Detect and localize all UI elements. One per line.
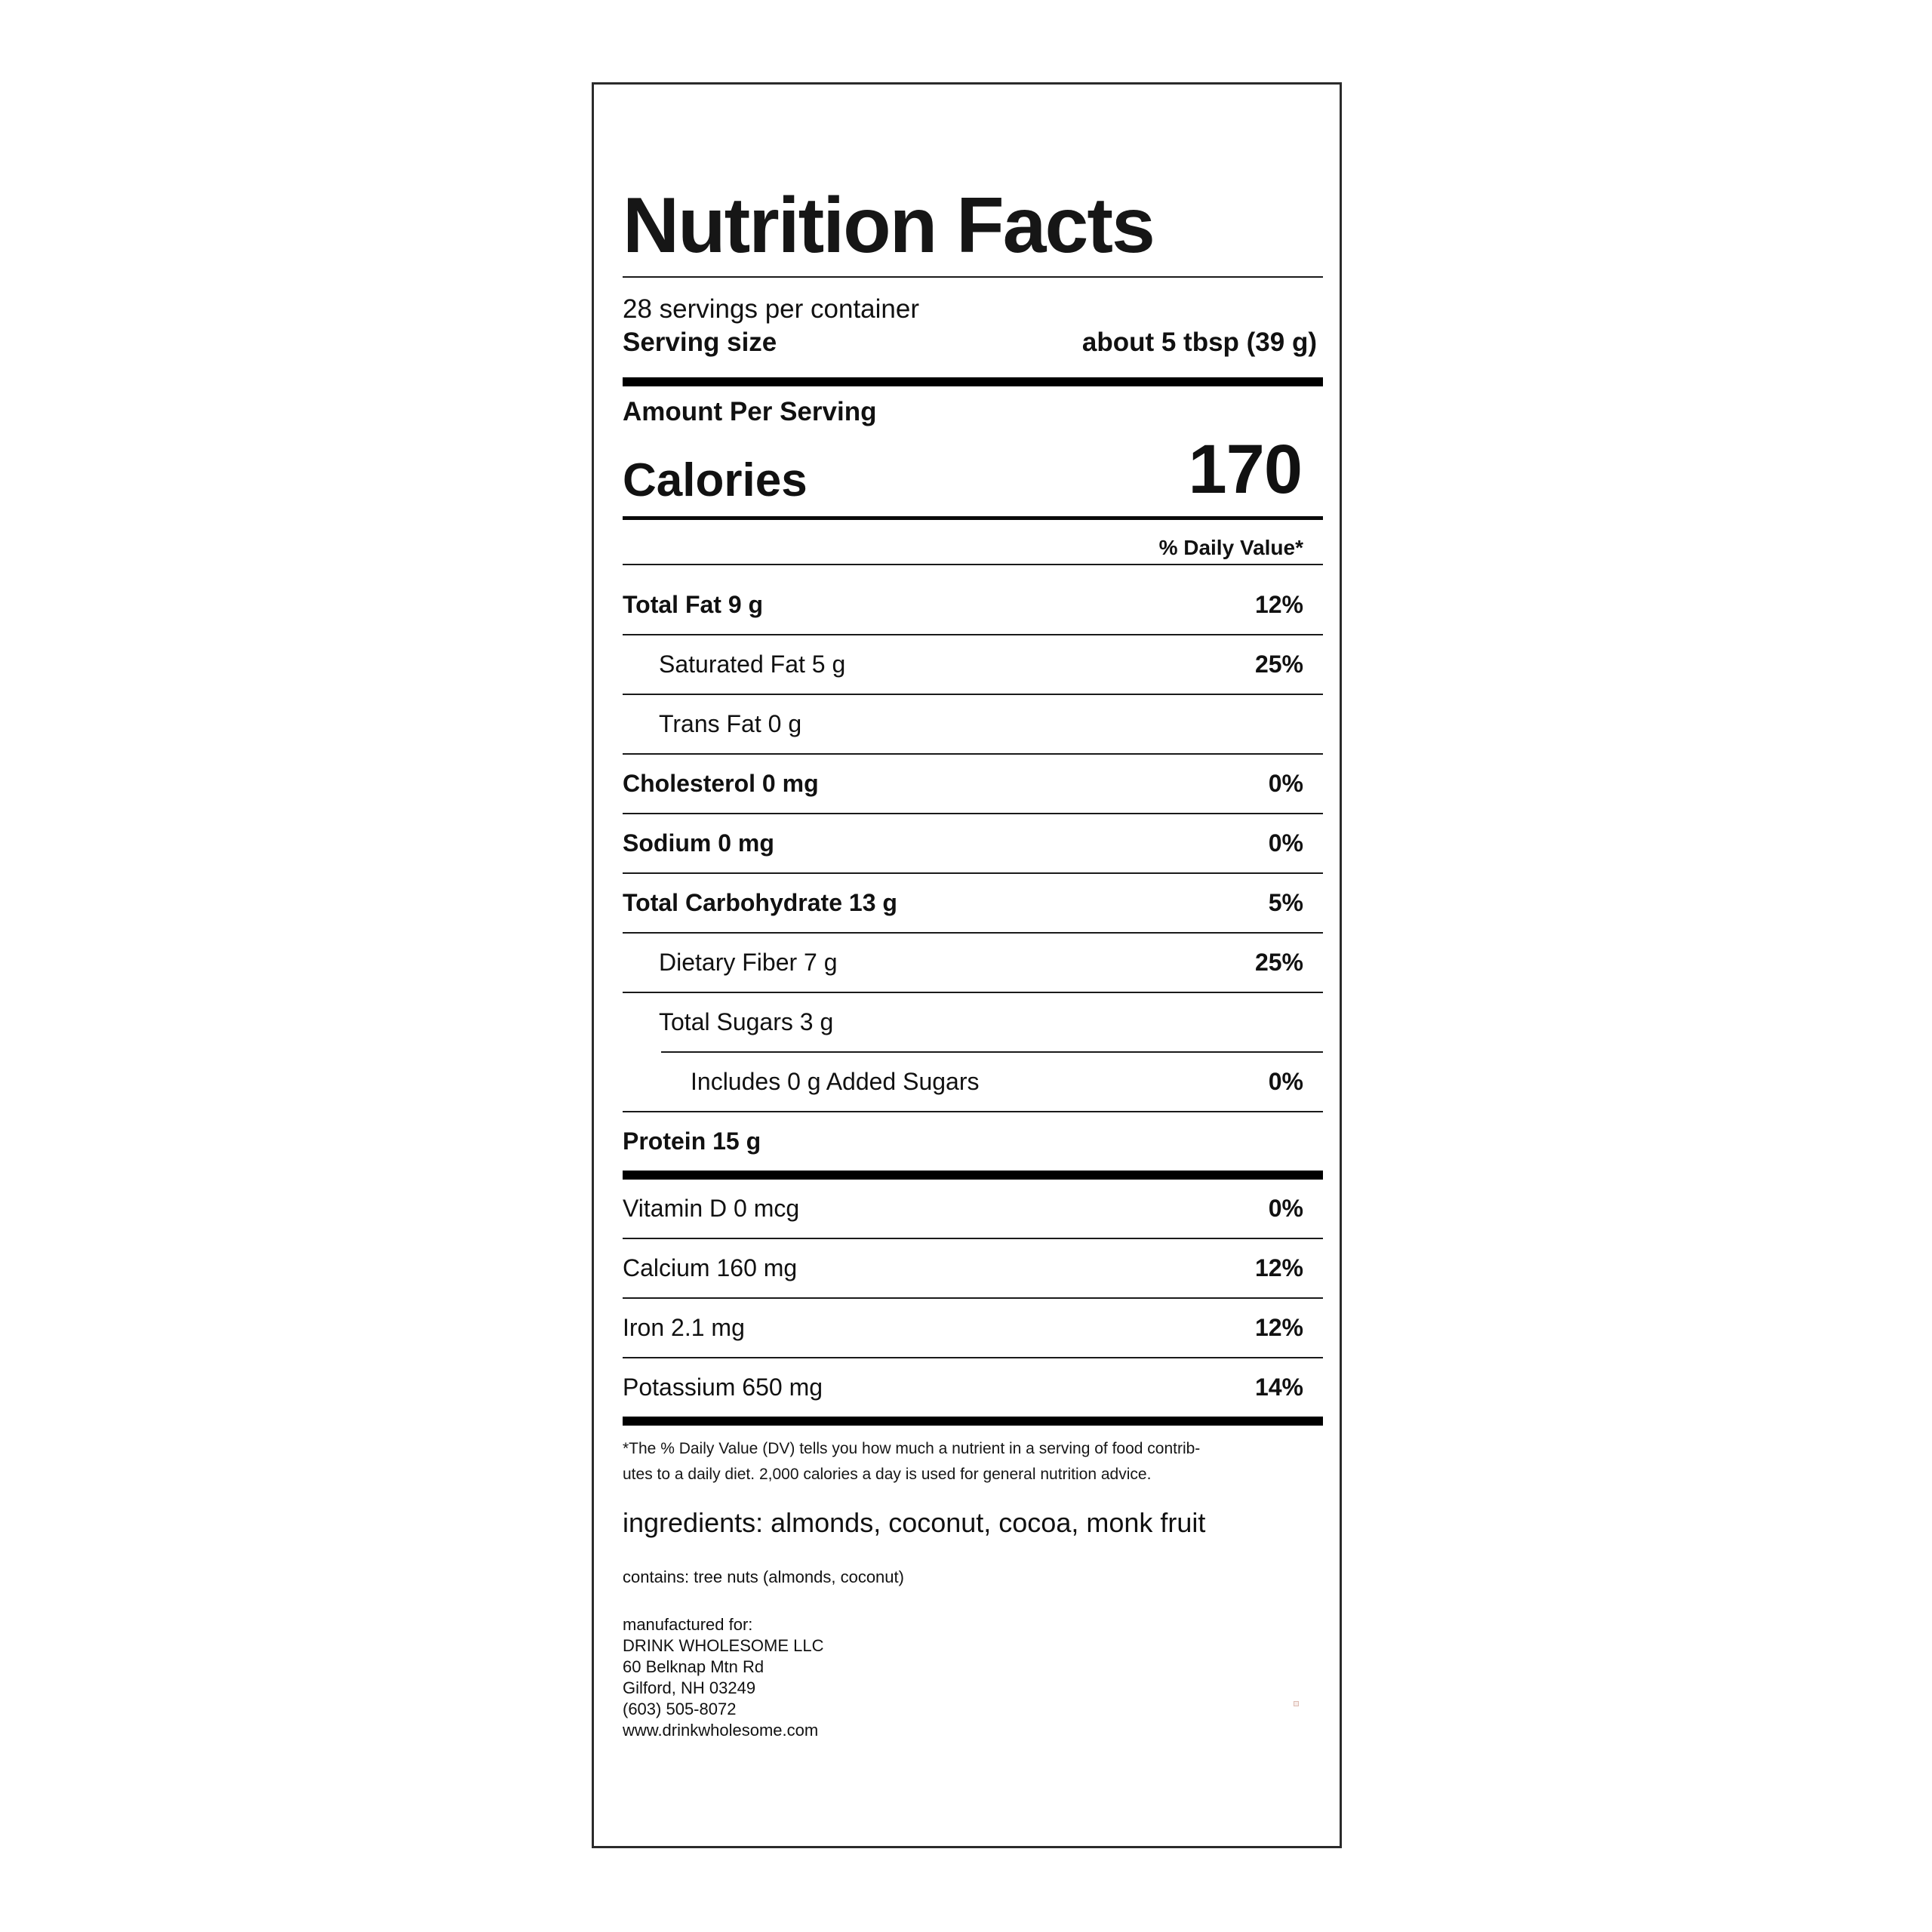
mineral-dv: 12% [1254,1254,1303,1281]
nutrient-name: Includes 0 g Added Sugars [691,1068,980,1095]
mineral-name: Iron 2.1 mg [623,1314,745,1341]
divider [623,753,1323,755]
nutrient-name: Saturated Fat 5 g [659,651,846,678]
divider [623,1297,1323,1299]
serving-size-label: Serving size [623,328,777,357]
calories-row: Calories 170 [623,435,1323,504]
nutrient-dv: 0% [1268,829,1303,857]
nutrient-dv: 25% [1254,651,1303,678]
nutrient-name: Total Carbohydrate 13 g [623,889,897,916]
thick-bar-bottom [623,1417,1323,1426]
mineral-dv: 14% [1254,1374,1303,1401]
thick-bar-middle [623,1171,1323,1180]
mineral-row: Potassium 650 mg 14% [623,1358,1323,1417]
thick-bar-top [623,377,1323,386]
mineral-name: Calcium 160 mg [623,1254,798,1281]
divider [623,932,1323,934]
calories-label: Calories [623,454,808,506]
nutrient-name: Trans Fat 0 g [659,710,802,737]
manufactured-for-line: manufactured for: [623,1615,753,1634]
title-divider [623,276,1323,278]
nutrient-name: Sodium 0 mg [623,829,774,857]
manufacturer-block: manufactured for: DRINK WHOLESOME LLC 60… [623,1614,1323,1741]
divider [623,1111,1323,1112]
amount-per-serving: Amount Per Serving [623,397,877,426]
nutrient-row: Cholesterol 0 mg 0% [623,755,1323,813]
label-title: Nutrition Facts [623,182,1155,269]
contains-text: contains: tree nuts (almonds, coconut) [623,1567,904,1586]
nutrient-row: Dietary Fiber 7 g 25% [623,934,1323,992]
ingredients-text: ingredients: almonds, coconut, cocoa, mo… [623,1507,1206,1538]
nutrient-row: Protein 15 g [623,1112,1323,1171]
divider [623,694,1323,695]
nutrient-dv: 0% [1268,770,1303,797]
nutrient-row: Sodium 0 mg 0% [623,814,1323,872]
divider [623,1357,1323,1358]
mineral-row: Calcium 160 mg 12% [623,1239,1323,1297]
serving-size-row: Serving size about 5 tbsp (39 g) [623,326,1323,359]
mineral-name: Potassium 650 mg [623,1374,823,1401]
manufacturer-website: www.drinkwholesome.com [623,1721,819,1740]
manufacturer-city: Gilford, NH 03249 [623,1678,756,1697]
calories-value: 170 [1188,431,1303,508]
mineral-row: Iron 2.1 mg 12% [623,1299,1323,1357]
daily-value-footnote: *The % Daily Value (DV) tells you how mu… [623,1436,1323,1487]
footnote-line: *The % Daily Value (DV) tells you how mu… [623,1440,1201,1457]
nutrient-row: Total Carbohydrate 13 g 5% [623,874,1323,932]
divider [623,872,1323,874]
mineral-name: Vitamin D 0 mcg [623,1195,800,1222]
divider [623,564,1323,565]
mineral-dv: 0% [1268,1195,1303,1222]
nutrient-dv: 0% [1268,1068,1303,1095]
nutrient-row: Trans Fat 0 g [623,695,1323,753]
divider [623,1238,1323,1239]
footnote-line: utes to a daily diet. 2,000 calories a d… [623,1466,1152,1483]
nutrient-dv: 12% [1254,591,1303,618]
nutrition-facts-label: Nutrition Facts 28 servings per containe… [592,82,1342,1848]
manufacturer-name: DRINK WHOLESOME LLC [623,1636,824,1655]
serving-size-value: about 5 tbsp (39 g) [1081,328,1317,357]
divider [623,992,1323,993]
nutrient-row: Saturated Fat 5 g 25% [623,635,1323,694]
print-artifact-speck [1294,1701,1299,1706]
nutrient-row: Total Sugars 3 g [623,993,1323,1051]
calories-divider [623,516,1323,520]
nutrient-row: Total Fat 9 g 12% [623,576,1323,634]
manufacturer-phone: (603) 505-8072 [623,1700,737,1718]
divider [623,813,1323,814]
label-content: Nutrition Facts 28 servings per containe… [623,85,1323,1741]
divider-indented [661,1051,1323,1053]
nutrient-rows: Total Fat 9 g 12% Saturated Fat 5 g 25% … [623,576,1323,1171]
nutrient-dv: 5% [1268,889,1303,916]
nutrient-name: Protein 15 g [623,1128,761,1155]
nutrient-name: Total Sugars 3 g [659,1008,834,1035]
nutrient-name: Cholesterol 0 mg [623,770,819,797]
mineral-row: Vitamin D 0 mcg 0% [623,1180,1323,1238]
nutrient-name: Total Fat 9 g [623,591,764,618]
servings-per-container: 28 servings per container [623,294,919,324]
divider [623,634,1323,635]
nutrient-name: Dietary Fiber 7 g [659,949,838,976]
nutrient-row: Includes 0 g Added Sugars 0% [623,1053,1323,1111]
mineral-dv: 12% [1254,1314,1303,1341]
manufacturer-street: 60 Belknap Mtn Rd [623,1657,764,1676]
mineral-rows: Vitamin D 0 mcg 0% Calcium 160 mg 12% Ir… [623,1180,1323,1417]
nutrient-dv: 25% [1254,949,1303,976]
daily-value-header: % Daily Value* [1158,536,1303,559]
